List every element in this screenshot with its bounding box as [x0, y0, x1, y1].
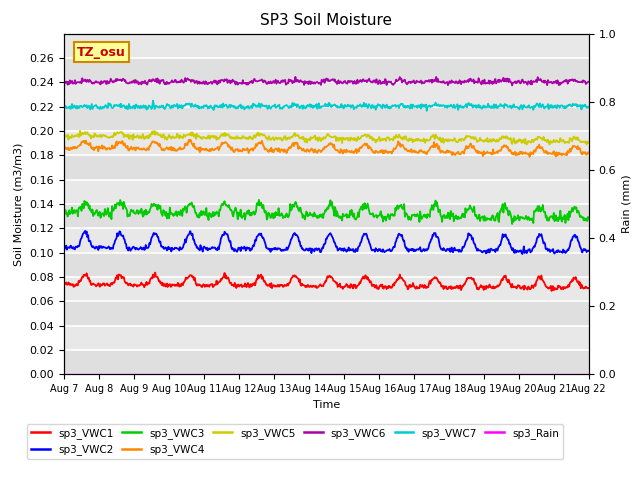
Text: TZ_osu: TZ_osu	[77, 46, 126, 59]
Bar	[64, 204, 589, 228]
X-axis label: Time: Time	[313, 400, 340, 409]
Bar	[64, 252, 589, 277]
Bar	[64, 350, 589, 374]
Legend: sp3_VWC1, sp3_VWC2, sp3_VWC3, sp3_VWC4, sp3_VWC5, sp3_VWC6, sp3_VWC7, sp3_Rain: sp3_VWC1, sp3_VWC2, sp3_VWC3, sp3_VWC4, …	[28, 424, 563, 459]
Y-axis label: Soil Moisture (m3/m3): Soil Moisture (m3/m3)	[14, 142, 24, 266]
Bar	[64, 156, 589, 180]
Title: SP3 Soil Moisture: SP3 Soil Moisture	[260, 13, 392, 28]
Bar	[64, 301, 589, 326]
Bar	[64, 107, 589, 131]
Y-axis label: Rain (mm): Rain (mm)	[622, 175, 632, 233]
Bar	[64, 58, 589, 82]
